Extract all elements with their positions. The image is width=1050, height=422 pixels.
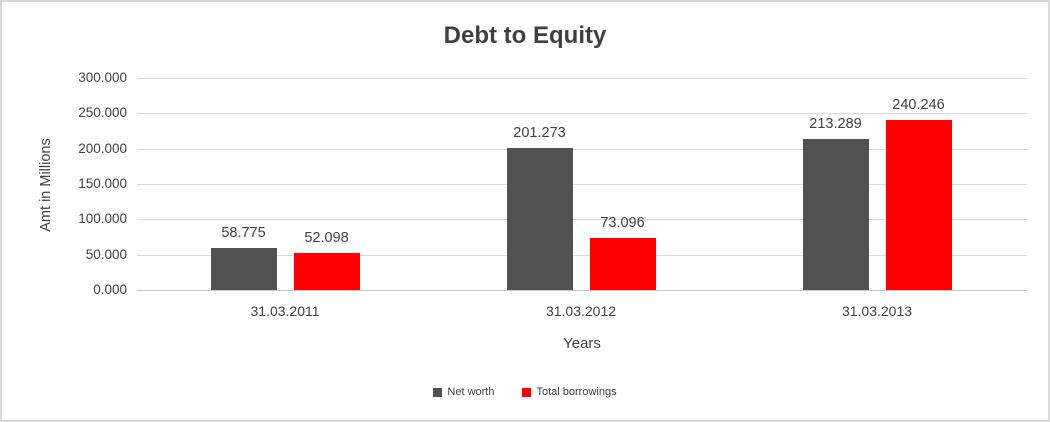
data-label: 201.273: [513, 124, 566, 141]
data-label: 52.098: [304, 230, 349, 247]
x-category-label: 31.03.2011: [250, 303, 320, 319]
x-axis-title: Years: [563, 335, 601, 352]
legend-swatch-icon: [522, 387, 532, 397]
x-category-label: 31.03.2013: [841, 303, 913, 319]
bar-total-borrowings: [293, 253, 360, 290]
bar-net-worth: [210, 248, 277, 290]
y-tick-label: 200.000: [78, 140, 127, 156]
data-label: 240.246: [892, 97, 945, 114]
legend-label: Total borrowings: [536, 386, 617, 398]
gridline: [137, 254, 1027, 256]
data-label: 213.289: [809, 116, 862, 133]
y-tick-label: 100.000: [78, 211, 127, 227]
legend-item-net-worth: Net worth: [433, 386, 494, 398]
legend-swatch-icon: [433, 387, 443, 397]
gridline: [137, 219, 1027, 221]
chart-title: Debt to Equity: [443, 22, 607, 49]
legend: Net worth Total borrowings: [2, 386, 1048, 398]
y-tick-label: 300.000: [78, 70, 127, 85]
x-axis-line: [137, 290, 1027, 291]
gridline: [137, 148, 1027, 150]
y-tick-label: 0.000: [93, 282, 127, 297]
y-tick-label: 150.000: [78, 176, 127, 191]
bar-total-borrowings: [589, 238, 656, 290]
y-tick-label: 250.000: [78, 105, 127, 121]
y-tick-label: 50.000: [85, 246, 127, 262]
gridline: [137, 78, 1027, 79]
data-label: 58.775: [221, 225, 266, 242]
legend-item-total-borrowings: Total borrowings: [522, 386, 617, 398]
data-label: 73.096: [600, 215, 645, 232]
legend-label: Net worth: [447, 386, 495, 398]
x-category-label: 31.03.2012: [545, 303, 617, 319]
bar-net-worth: [802, 139, 869, 290]
gridline: [137, 113, 1027, 115]
bar-total-borrowings: [885, 120, 952, 290]
gridline: [137, 184, 1027, 185]
bar-net-worth: [506, 147, 573, 290]
